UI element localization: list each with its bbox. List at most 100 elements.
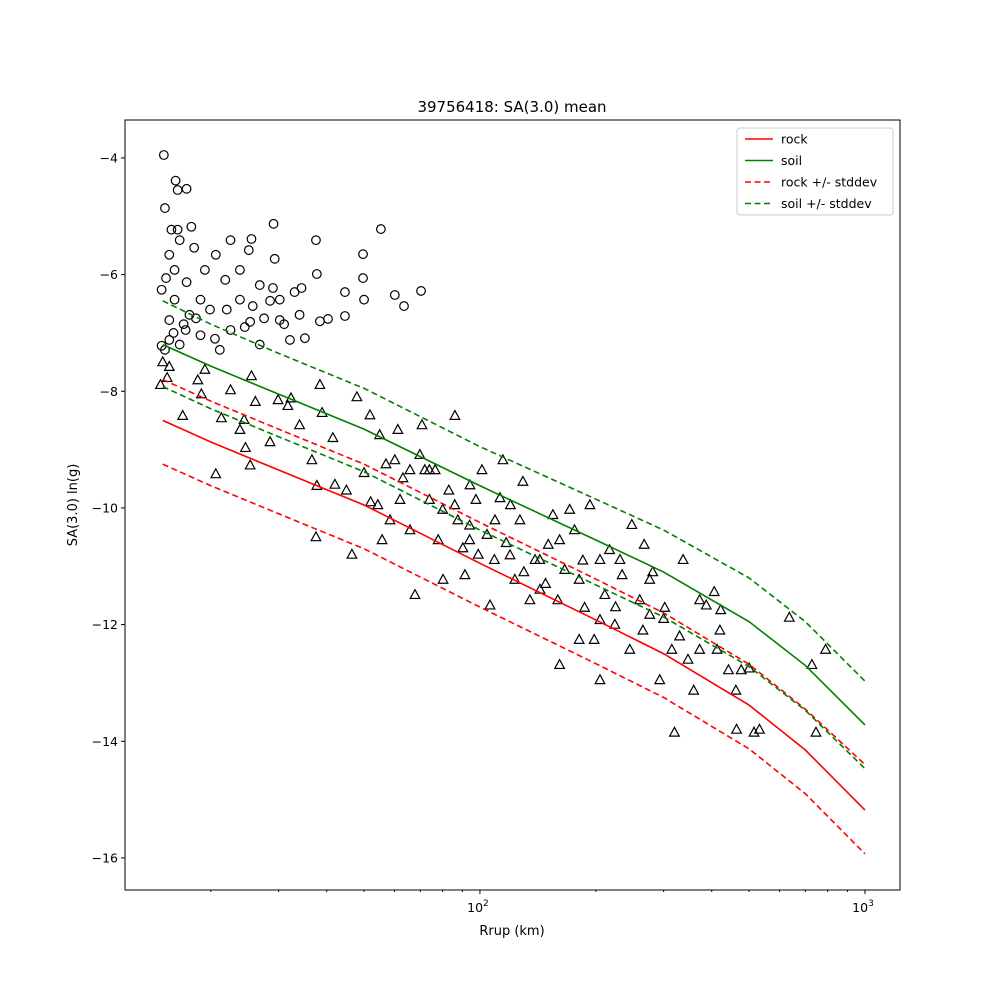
triangle-data-point: [518, 565, 530, 577]
circle-data-point: [235, 294, 245, 305]
circle-data-point: [160, 203, 170, 213]
legend-label: rock +/- stddev: [781, 175, 878, 190]
triangle-data-point: [376, 533, 388, 545]
triangle-data-point: [714, 623, 726, 635]
triangle-data-point: [264, 435, 276, 447]
circle-data-point: [246, 234, 257, 244]
triangle-data-point: [234, 423, 246, 434]
triangle-data-point: [481, 528, 493, 539]
triangle-data-point: [209, 467, 222, 479]
x-tick-label: 102: [467, 899, 489, 915]
triangle-data-point: [364, 408, 376, 420]
circle-data-point: [359, 294, 369, 305]
triangle-data-point: [594, 613, 606, 625]
circle-data-point: [358, 273, 368, 283]
circle-data-point: [172, 185, 183, 195]
legend-label: rock: [781, 132, 808, 147]
circle-data-point: [274, 294, 285, 305]
circle-data-point: [399, 301, 409, 311]
circle-data-point: [220, 274, 231, 285]
triangle-data-point: [463, 533, 476, 545]
triangle-data-point: [306, 453, 318, 465]
circle-data-point: [311, 269, 322, 279]
circle-data-point: [375, 224, 386, 234]
triangle-data-point: [700, 598, 713, 610]
triangle-data-point: [553, 658, 566, 670]
circle-data-point: [156, 284, 167, 295]
triangle-data-point: [633, 593, 646, 605]
triangle-data-point: [614, 553, 626, 565]
triangle-data-point: [432, 533, 445, 545]
triangle-data-point: [423, 463, 436, 475]
triangle-data-point: [293, 418, 306, 430]
triangle-data-point: [238, 413, 250, 425]
triangle-data-point: [497, 453, 509, 465]
triangle-data-point: [658, 601, 671, 612]
triangle-data-point: [603, 543, 616, 555]
triangle-data-point: [626, 518, 638, 530]
circle-data-point: [174, 235, 185, 246]
circle-data-point: [170, 175, 181, 186]
y-tick-label: −4: [100, 150, 118, 165]
triangle-data-point: [653, 673, 666, 685]
triangle-data-point: [429, 463, 441, 475]
y-tick-label: −8: [100, 384, 118, 399]
triangle-data-point: [730, 684, 742, 695]
triangle-data-point: [547, 508, 559, 520]
legend-label: soil +/- stddev: [781, 196, 872, 211]
triangle-data-point: [310, 530, 322, 542]
triangle-data-point: [514, 513, 526, 525]
triangle-data-point: [714, 603, 727, 615]
triangle-data-point: [616, 568, 628, 580]
circle-data-point: [294, 309, 305, 320]
triangle-data-point: [404, 463, 416, 475]
circle-data-point: [285, 335, 295, 345]
triangle-data-point: [380, 457, 392, 469]
triangle-data-point: [524, 593, 536, 605]
triangle-data-point: [329, 478, 341, 489]
circle-data-point: [164, 315, 175, 325]
triangle-data-point: [239, 441, 252, 453]
circle-data-point: [289, 287, 300, 297]
y-tick-label: −12: [92, 617, 118, 632]
triangle-data-point: [489, 513, 501, 525]
triangle-data-point: [416, 418, 428, 430]
triangle-data-point: [504, 548, 516, 560]
curve-soil-stddev: [162, 385, 866, 770]
x-tick-label: 103: [852, 899, 874, 915]
circle-data-point: [247, 301, 258, 311]
circle-data-point: [210, 333, 220, 344]
triangle-data-point: [176, 409, 189, 420]
triangle-data-point: [609, 600, 622, 612]
triangle-data-point: [643, 573, 656, 584]
triangle-data-point: [687, 684, 700, 695]
triangle-data-point: [573, 633, 585, 644]
circle-data-point: [259, 313, 269, 324]
circle-data-point: [195, 330, 206, 341]
triangle-data-point: [730, 723, 743, 734]
triangle-data-point: [316, 406, 328, 418]
triangle-data-point: [517, 475, 529, 486]
triangle-data-point: [666, 643, 678, 654]
circle-data-point: [169, 265, 180, 275]
triangle-data-point: [476, 463, 488, 475]
triangle-data-point: [638, 538, 650, 549]
triangle-data-point: [539, 577, 552, 588]
triangle-data-point: [245, 369, 258, 381]
circle-data-point: [340, 311, 350, 321]
triangle-data-point: [673, 629, 686, 641]
triangle-data-point: [748, 726, 760, 737]
circle-data-point: [199, 265, 210, 275]
circle-data-point: [225, 235, 236, 246]
circle-data-point: [169, 294, 180, 305]
triangle-data-point: [414, 448, 426, 460]
triangle-data-point: [783, 611, 796, 622]
triangle-data-point: [608, 618, 621, 629]
circle-data-point: [340, 287, 350, 297]
circle-data-point: [164, 249, 175, 260]
circle-data-point: [279, 319, 290, 330]
triangle-data-point: [364, 495, 377, 507]
triangle-data-point: [584, 498, 596, 510]
triangle-data-point: [346, 548, 358, 559]
